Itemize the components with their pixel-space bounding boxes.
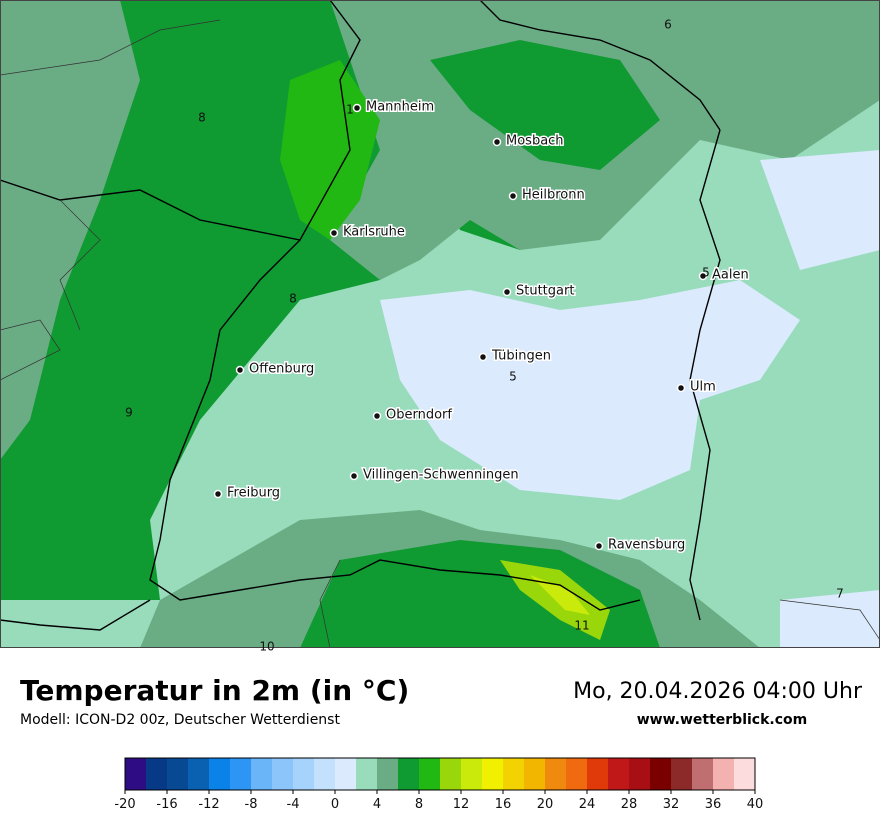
city-label: Mosbach: [506, 134, 564, 149]
title: Temperatur in 2m (in °C): [20, 674, 409, 707]
colorbar-swatch: [230, 758, 252, 790]
colorbar-swatch: [314, 758, 336, 790]
city-dot: [508, 191, 518, 201]
city-label: Offenburg: [249, 362, 314, 377]
colorbar-swatch: [251, 758, 273, 790]
city-dot: [676, 383, 686, 393]
colorbar-swatch: [167, 758, 189, 790]
city-label: Heilbronn: [522, 188, 585, 203]
colorbar-swatch: [713, 758, 735, 790]
contour-label: 10: [259, 640, 274, 654]
contour-label: 5: [509, 370, 517, 384]
colorbar-swatch: [356, 758, 378, 790]
colorbar-tick-label: 36: [705, 797, 722, 812]
colorbar-tick-label: -8: [245, 797, 258, 812]
city-label: Villingen-Schwenningen: [363, 468, 519, 483]
colorbar-tick-label: -4: [287, 797, 300, 812]
city-label: Karlsruhe: [343, 225, 405, 240]
colorbar-tick-label: -20: [114, 797, 135, 812]
contour-label: 6: [664, 18, 672, 32]
contour-labels: 6 8 1 5 8 5 9 7 11 10: [125, 18, 844, 654]
city-layer: Mannheim Mosbach Heilbronn Karlsruhe Stuttga…: [213, 98, 750, 554]
city-label: Freiburg: [227, 486, 280, 501]
city-dot: [329, 228, 339, 238]
colorbar-tick-label: 40: [747, 797, 764, 812]
colorbar-swatch: [650, 758, 672, 790]
colorbar-swatch: [335, 758, 357, 790]
contour-label: 11: [574, 619, 589, 633]
colorbar-frame: [124, 757, 756, 791]
colorbar-swatch: [209, 758, 231, 790]
city-label: Tübingen: [491, 349, 551, 364]
colorbar-tick-label: 4: [373, 797, 381, 812]
city-dot: [492, 137, 502, 147]
colorbar-tick-label: 28: [621, 797, 638, 812]
colorbar-swatch: [566, 758, 588, 790]
colorbar: -20 -16 -12 -8 -4 0 4 8 12 16 20 24 28 32 36 40: [114, 757, 764, 812]
colorbar-swatch: [272, 758, 294, 790]
colorbar-swatch: [545, 758, 567, 790]
city-dot: [594, 541, 604, 551]
city-label: Ulm: [690, 380, 716, 395]
colorbar-swatch: [377, 758, 399, 790]
city-dot: [213, 489, 223, 499]
subtitle: Modell: ICON-D2 00z, Deutscher Wetterdie…: [20, 712, 340, 728]
colorbar-swatch: [125, 758, 147, 790]
city-label: Aalen: [712, 268, 749, 283]
city-label: Oberndorf: [386, 408, 452, 423]
colorbar-swatch: [629, 758, 651, 790]
colorbar-swatch: [146, 758, 168, 790]
colorbar-swatch: [398, 758, 420, 790]
city-label: Mannheim: [366, 100, 434, 115]
colorbar-swatch: [503, 758, 525, 790]
colorbar-swatch: [419, 758, 441, 790]
city-dot: [698, 271, 708, 281]
colorbar-swatch: [461, 758, 483, 790]
colorbar-tick-label: 0: [331, 797, 339, 812]
colorbar-swatch: [293, 758, 315, 790]
colorbar-swatch: [608, 758, 630, 790]
colorbar-swatch: [734, 758, 756, 790]
colorbar-tick-label: 20: [537, 797, 554, 812]
colorbar-tick-label: 8: [415, 797, 423, 812]
colorbar-swatch: [692, 758, 714, 790]
colorbar-swatch: [671, 758, 693, 790]
colorbar-tick-label: 16: [495, 797, 512, 812]
city-label: Stuttgart: [516, 284, 574, 299]
contour-label: 5: [702, 266, 710, 280]
city-dot: [349, 471, 359, 481]
colorbar-swatch: [440, 758, 462, 790]
datetime: Mo, 20.04.2026 04:00 Uhr: [573, 679, 863, 704]
colorbar-tick-label: -12: [198, 797, 219, 812]
city-dot: [352, 103, 362, 113]
colorbar-tick-label: 24: [579, 797, 596, 812]
city-dot: [502, 287, 512, 297]
colorbar-swatch: [188, 758, 210, 790]
city-dot: [235, 365, 245, 375]
city-dot: [372, 411, 382, 421]
colorbar-swatch: [587, 758, 609, 790]
city-dot: [478, 352, 488, 362]
map: [0, 0, 880, 649]
city-label: Ravensburg: [608, 538, 685, 553]
colorbar-swatch: [524, 758, 546, 790]
website: www.wetterblick.com: [637, 712, 808, 728]
contour-label: 1: [346, 103, 354, 117]
colorbar-tick-label: 12: [453, 797, 470, 812]
colorbar-swatch: [482, 758, 504, 790]
contour-label: 8: [198, 111, 206, 125]
colorbar-tick-label: 32: [663, 797, 680, 812]
contour-label: 8: [289, 292, 297, 306]
contour-label: 7: [836, 587, 844, 601]
contour-label: 9: [125, 406, 133, 420]
colorbar-tick-label: -16: [156, 797, 177, 812]
